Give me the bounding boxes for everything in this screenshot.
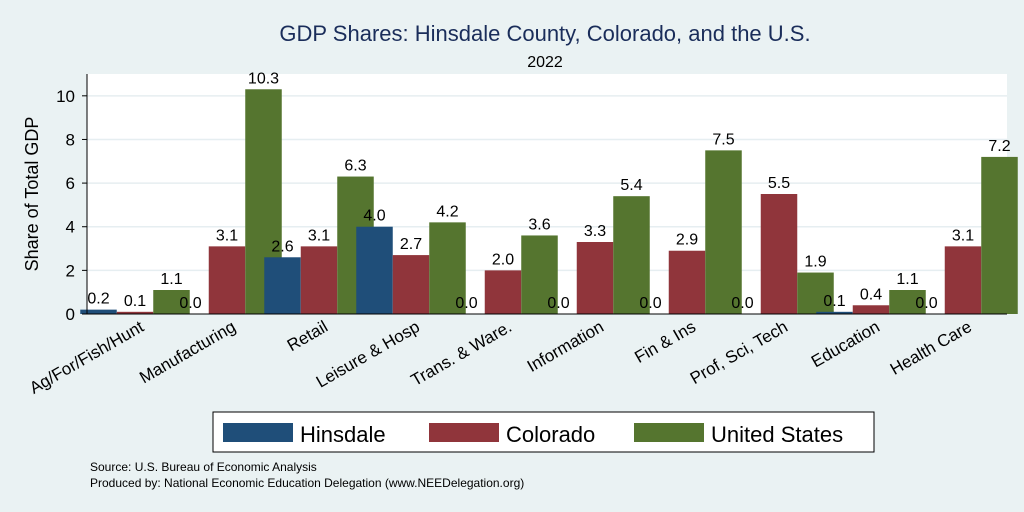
y-tick-label: 4	[66, 218, 75, 237]
chart-subtitle: 2022	[527, 54, 563, 71]
data-label: 0.0	[547, 295, 569, 312]
y-tick-label: 6	[66, 174, 75, 193]
data-label: 1.9	[804, 254, 826, 271]
data-label: 5.4	[620, 177, 642, 194]
data-label: 0.0	[179, 295, 201, 312]
legend-swatch-hinsdale	[223, 423, 293, 442]
data-label: 0.0	[455, 295, 477, 312]
data-label: 5.5	[768, 175, 790, 192]
category-label: Information	[524, 317, 607, 376]
legend-box	[212, 411, 875, 453]
bar-colorado	[576, 242, 614, 314]
data-label: 0.4	[860, 286, 882, 303]
data-labels: 0.2 0.1 1.1 0.0 3.1 10.3 2.6 3.1 6.3 4.0 2.7 4.2 0.0…	[87, 70, 1010, 312]
y-ticks: 0 2 4 6 8 10	[56, 87, 87, 324]
y-tick-label: 0	[66, 305, 75, 324]
data-label: 3.1	[952, 227, 974, 244]
data-label: 4.2	[436, 203, 458, 220]
bar-colorado	[944, 246, 982, 314]
data-label: 0.0	[639, 295, 661, 312]
bar-colorado	[300, 246, 338, 314]
bar-united-states	[705, 150, 742, 314]
bar-united-states	[153, 290, 190, 314]
bar-united-states	[889, 290, 926, 314]
bar-united-states	[521, 235, 558, 314]
data-label: 2.6	[271, 238, 293, 255]
data-label: 3.6	[528, 216, 550, 233]
data-label: 4.0	[363, 208, 385, 225]
y-tick-label: 8	[66, 130, 75, 149]
bar-united-states	[797, 272, 834, 314]
bar-hinsdale	[264, 257, 301, 314]
data-label: 0.0	[731, 295, 753, 312]
bar-colorado	[392, 255, 430, 314]
category-label: Retail	[284, 317, 331, 355]
chart-title: GDP Shares: Hinsdale County, Colorado, a…	[279, 21, 810, 46]
legend-label-united-states: United States	[711, 422, 843, 447]
source-note: Source: U.S. Bureau of Economic Analysis	[90, 460, 317, 474]
legend-label-colorado: Colorado	[506, 422, 595, 447]
category-label: Fin & Ins	[631, 317, 699, 367]
data-label: 2.7	[400, 236, 422, 253]
bar-colorado	[484, 270, 522, 314]
data-label: 0.1	[823, 293, 845, 310]
legend-label-hinsdale: Hinsdale	[300, 422, 386, 447]
category-label: Health Care	[887, 317, 975, 379]
bar-united-states	[981, 156, 1018, 314]
producer-note: Produced by: National Economic Education…	[90, 476, 524, 490]
data-label: 7.2	[988, 138, 1010, 155]
data-label: 1.1	[160, 271, 182, 288]
bar-united-states	[613, 196, 650, 314]
legend-swatch-united-states	[634, 423, 704, 442]
y-axis-label: Share of Total GDP	[22, 117, 42, 272]
category-label: Trans. & Ware.	[408, 317, 515, 390]
data-label: 3.3	[584, 223, 606, 240]
bar-colorado	[852, 305, 890, 314]
category-label: Leisure & Hosp	[313, 317, 423, 392]
data-label: 2.0	[492, 251, 514, 268]
bar-colorado	[668, 250, 706, 314]
bar-hinsdale	[356, 226, 393, 314]
data-label: 2.9	[676, 232, 698, 249]
category-label: Education	[808, 317, 883, 371]
bar-united-states	[429, 222, 466, 314]
y-tick-label: 10	[56, 87, 75, 106]
data-label: 3.1	[308, 227, 330, 244]
data-label: 6.3	[344, 158, 366, 175]
category-label: Prof, Sci, Tech	[687, 317, 791, 388]
bar-hinsdale	[816, 311, 853, 314]
data-label: 10.3	[248, 70, 279, 87]
bar-hinsdale	[80, 309, 117, 314]
y-tick-label: 2	[66, 261, 75, 280]
category-label: Manufacturing	[136, 317, 239, 387]
bars	[80, 89, 1018, 314]
data-label: 0.0	[915, 295, 937, 312]
data-label: 0.2	[87, 291, 109, 308]
bar-colorado	[208, 246, 246, 314]
data-label: 7.5	[712, 131, 734, 148]
bar-colorado	[760, 194, 798, 314]
data-label: 3.1	[216, 227, 238, 244]
data-label: 1.1	[896, 271, 918, 288]
bar-colorado	[116, 311, 154, 314]
category-label: Ag/For/Fish/Hunt	[26, 317, 147, 398]
legend: Hinsdale Colorado United States	[212, 411, 875, 453]
legend-swatch-colorado	[429, 423, 499, 442]
data-label: 0.1	[124, 293, 146, 310]
